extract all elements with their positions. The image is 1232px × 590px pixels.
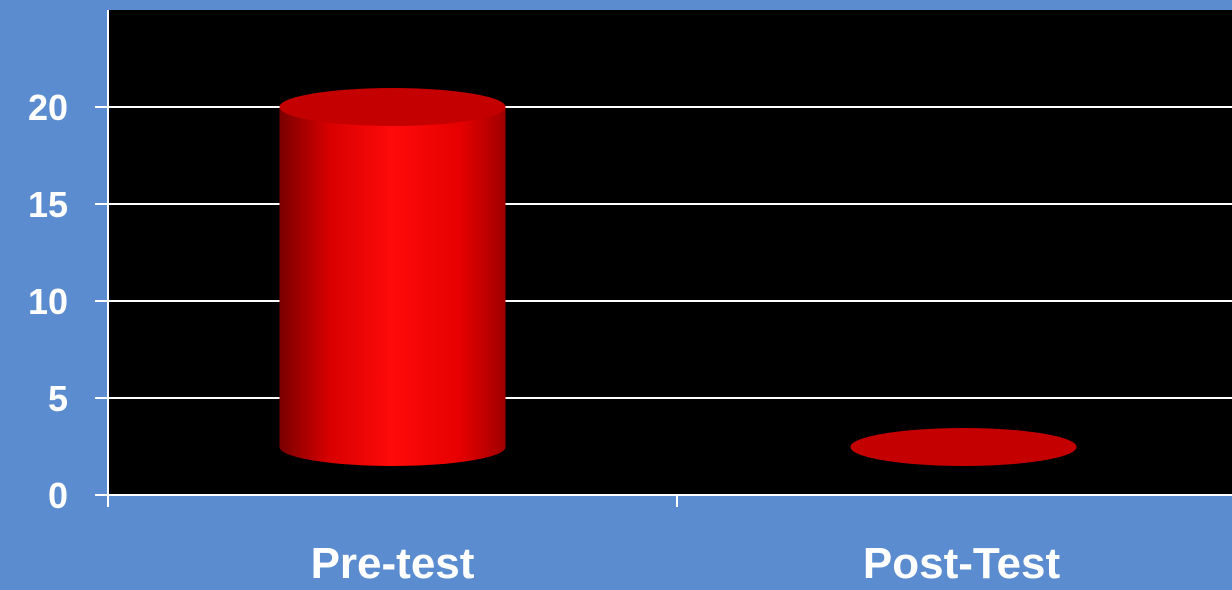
y-tick-label: 0 xyxy=(48,475,68,516)
bar-top xyxy=(850,428,1077,466)
y-tick-label: 15 xyxy=(28,184,68,225)
axis-labels: 0 5 10 15 20 Pre-test Post-Test xyxy=(28,87,1061,588)
bar-post-test xyxy=(850,428,1077,466)
bar-body xyxy=(279,107,506,466)
bar-top xyxy=(279,88,506,126)
axes xyxy=(95,10,1232,507)
plot-area xyxy=(108,10,1232,495)
x-tick-label: Post-Test xyxy=(863,539,1061,585)
x-tick-label: Pre-test xyxy=(311,539,475,585)
y-tick-label: 10 xyxy=(28,281,68,322)
y-tick-label: 20 xyxy=(28,87,68,128)
bar-pre-test xyxy=(279,88,506,466)
bars xyxy=(279,88,1077,466)
y-tick-label: 5 xyxy=(48,378,68,419)
